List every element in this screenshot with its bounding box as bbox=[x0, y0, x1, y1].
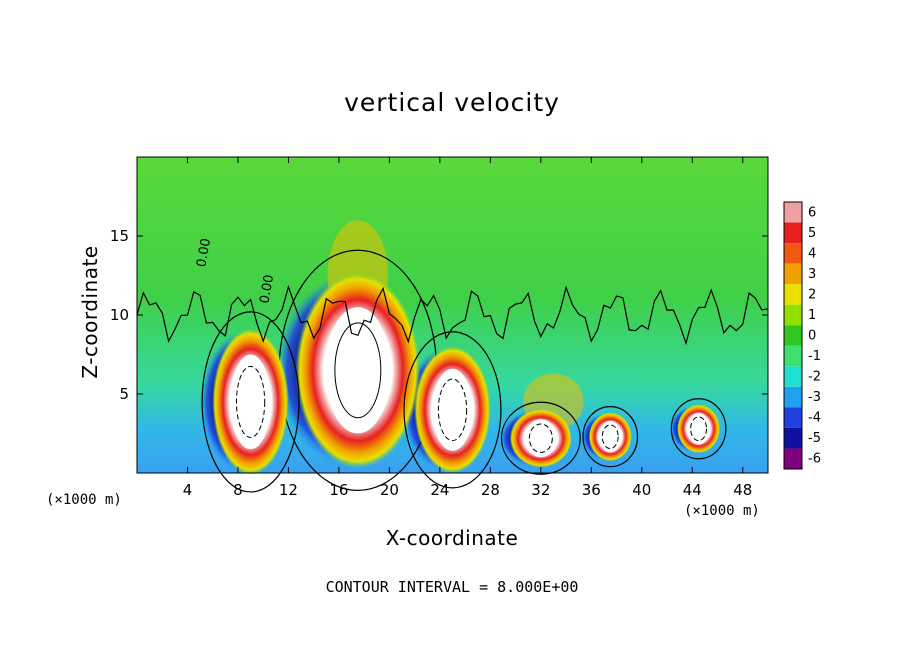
colorbar-label: 4 bbox=[808, 246, 816, 261]
colorbar-label: -6 bbox=[808, 452, 821, 467]
colorbar-swatch bbox=[784, 427, 802, 449]
contour-line bbox=[437, 378, 468, 442]
core-white-area bbox=[325, 307, 391, 434]
x-tick-label: 8 bbox=[233, 481, 243, 499]
colorbar-swatch bbox=[784, 284, 802, 305]
colorbar-label: 3 bbox=[808, 267, 816, 282]
colorbar-swatch bbox=[784, 222, 802, 244]
colorbar-label: 2 bbox=[808, 287, 816, 302]
colorbar-swatch bbox=[784, 448, 802, 469]
x-tick-label: 36 bbox=[582, 481, 601, 499]
contour-line bbox=[334, 322, 382, 419]
contour-label: 0.00 bbox=[257, 274, 277, 305]
x-tick-label: 20 bbox=[380, 481, 399, 499]
contour-line bbox=[528, 423, 553, 453]
x-tick-label: 32 bbox=[531, 481, 550, 499]
y-tick-label: 15 bbox=[110, 227, 129, 245]
contour-interval-note: CONTOUR INTERVAL = 8.000E+00 bbox=[325, 578, 579, 596]
contour-label: 0.00 bbox=[194, 237, 214, 268]
x-unit-label-left: (×1000 m) bbox=[46, 492, 122, 508]
x-axis-label: X-coordinate bbox=[385, 526, 519, 550]
colorbar-swatch bbox=[784, 386, 802, 408]
colorbar-label: -3 bbox=[808, 390, 821, 405]
contour-line bbox=[500, 401, 581, 475]
x-tick-label: 28 bbox=[481, 481, 500, 499]
y-tick-label: 10 bbox=[110, 306, 129, 324]
x-tick-label: 44 bbox=[683, 481, 702, 499]
colorbar-label: -2 bbox=[808, 370, 821, 385]
chart-title: vertical velocity bbox=[344, 88, 560, 117]
x-tick-label: 40 bbox=[632, 481, 651, 499]
contour-line bbox=[201, 311, 300, 493]
contour-line bbox=[670, 398, 727, 460]
colorbar-swatch bbox=[784, 202, 802, 223]
x-tick-label: 48 bbox=[733, 481, 752, 499]
contour-line bbox=[582, 406, 639, 468]
colorbar-label: 1 bbox=[808, 308, 816, 323]
colorbar-swatch bbox=[784, 243, 802, 264]
colorbar-swatch bbox=[784, 407, 802, 428]
colorbar-label: 0 bbox=[808, 329, 816, 344]
x-tick-label: 4 bbox=[183, 481, 193, 499]
colorbar-swatch bbox=[784, 325, 802, 346]
y-axis-label: Z-coordinate bbox=[78, 245, 102, 379]
y-tick-label: 5 bbox=[119, 385, 129, 403]
colorbar-swatch bbox=[784, 304, 802, 326]
colorbar-label: 6 bbox=[808, 205, 816, 220]
colorbar-swatch bbox=[784, 366, 802, 387]
colorbar-swatch bbox=[784, 345, 802, 367]
heatmap-field: 0.00 0.00 bbox=[136, 220, 769, 493]
contour-line bbox=[601, 424, 619, 450]
contour-line bbox=[235, 365, 266, 438]
colorbar-label: -5 bbox=[808, 431, 821, 446]
x-tick-label: 16 bbox=[329, 481, 348, 499]
x-tick-label: 12 bbox=[279, 481, 298, 499]
x-tick-label: 24 bbox=[430, 481, 449, 499]
x-unit-label-right: (×1000 m) bbox=[684, 503, 760, 519]
colorbar-label: 5 bbox=[808, 226, 816, 241]
contour-line bbox=[403, 331, 502, 489]
contour-line bbox=[690, 416, 708, 442]
colorbar-label: -1 bbox=[808, 349, 821, 364]
colorbar-swatch bbox=[784, 263, 802, 285]
colorbar-frame bbox=[783, 201, 803, 470]
colorbar-label: -4 bbox=[808, 411, 821, 426]
contour-line bbox=[136, 284, 769, 346]
